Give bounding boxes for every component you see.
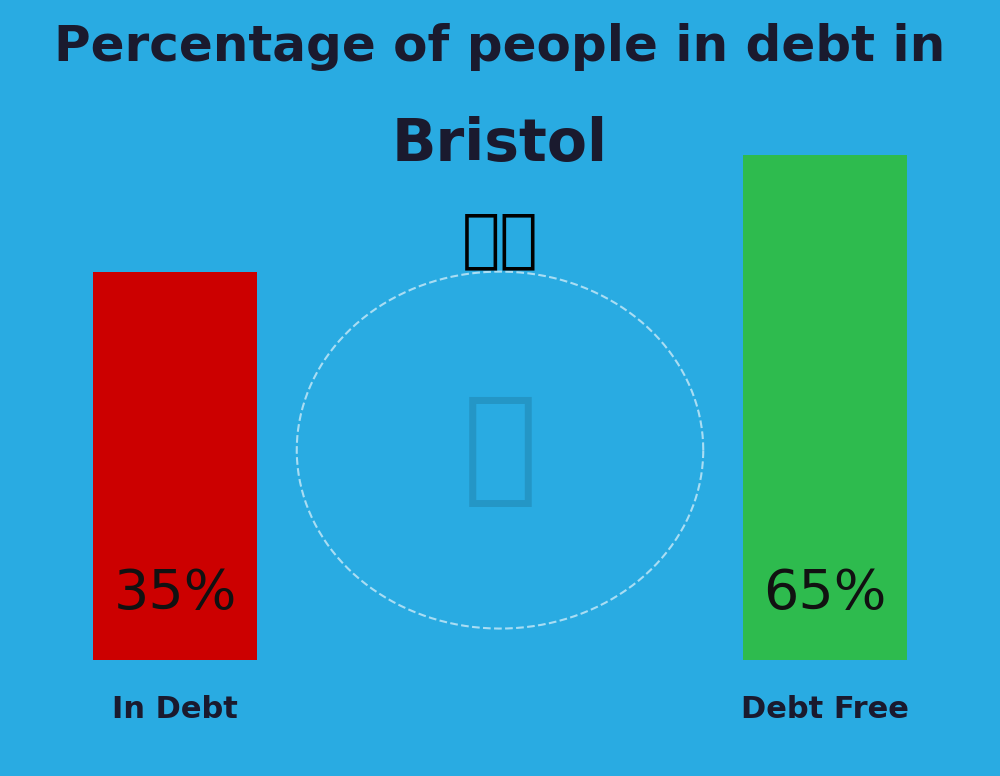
FancyBboxPatch shape [93, 272, 257, 660]
Text: Percentage of people in debt in: Percentage of people in debt in [54, 23, 946, 71]
Text: 35%: 35% [113, 566, 237, 621]
Text: 🇬🇧: 🇬🇧 [462, 210, 538, 272]
Text: 65%: 65% [763, 566, 887, 621]
Text: 🏦: 🏦 [462, 390, 538, 511]
Text: Debt Free: Debt Free [741, 695, 909, 723]
Text: Bristol: Bristol [392, 116, 608, 173]
FancyBboxPatch shape [743, 155, 907, 660]
Text: In Debt: In Debt [112, 695, 238, 723]
